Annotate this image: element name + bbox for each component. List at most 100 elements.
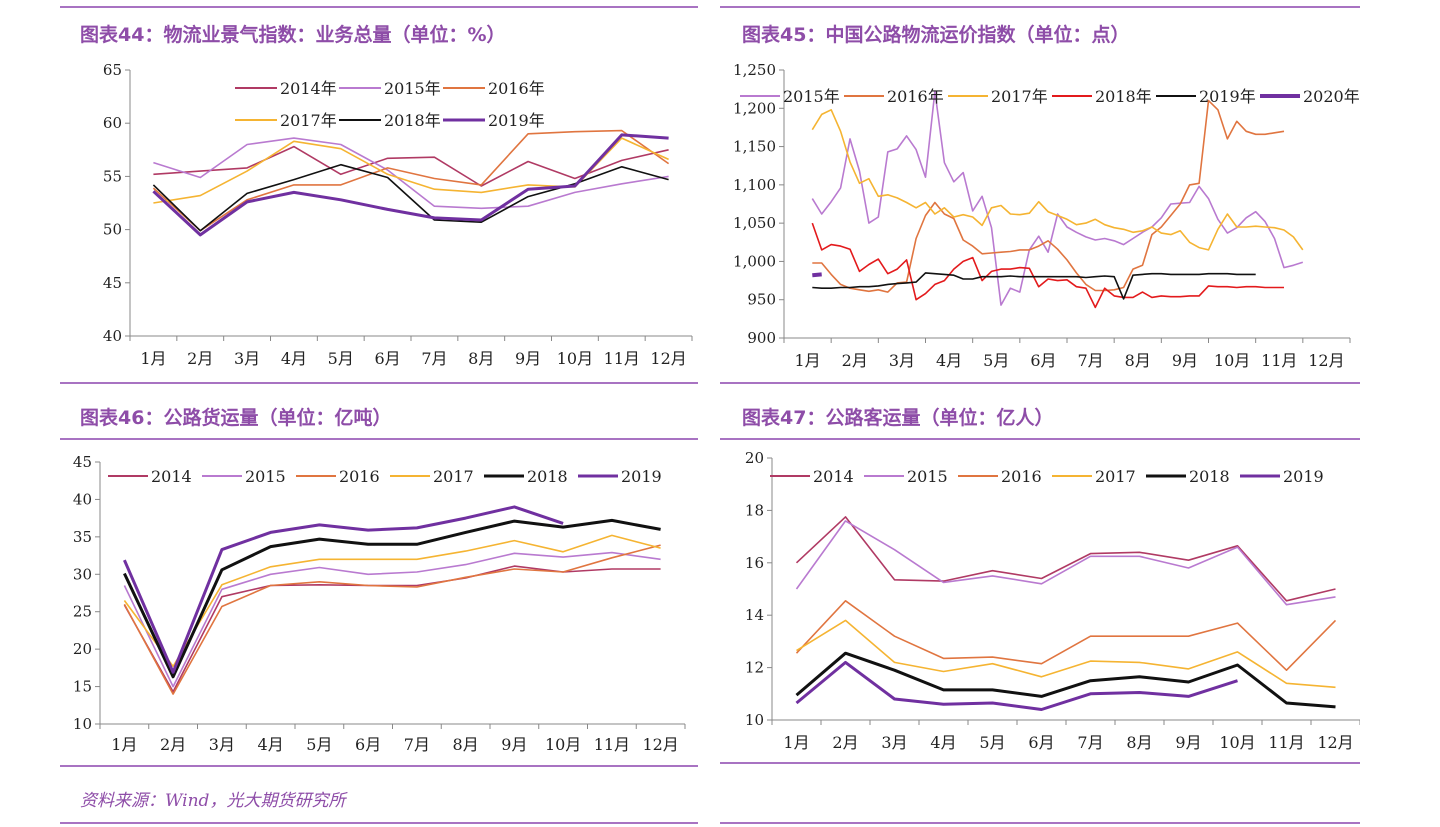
y-tick-label: 30 (73, 565, 92, 583)
x-tick-label: 11月 (604, 349, 640, 368)
x-tick-label: 10月 (557, 349, 593, 368)
y-tick-label: 16 (745, 554, 764, 572)
legend-label: 2017 (1095, 467, 1136, 486)
bottom-rule-44 (60, 382, 698, 384)
chart-logistics-index: 40 45 50 55 60 65 1月 2月 3月 4月 5月 6月 7月 8月 9月 10月 11月 12月 2… (103, 61, 693, 368)
x-tick-label: 5月 (983, 351, 1009, 370)
x-tick-label: 2月 (160, 735, 186, 754)
x-tick-label: 6月 (1028, 733, 1054, 752)
x-tick-label: 6月 (1030, 351, 1056, 370)
x-tick-label: 5月 (979, 733, 1005, 752)
y-tick-label: 900 (747, 329, 776, 347)
series-line-2017 (123, 534, 661, 668)
x-tick-label: 8月 (1126, 733, 1152, 752)
series-line-2018年 (152, 163, 669, 232)
x-tick-label: 4月 (936, 351, 962, 370)
x-tick-label: 9月 (1175, 733, 1201, 752)
series-line-2015年 (153, 137, 669, 210)
x-tick-label: 9月 (515, 349, 541, 368)
x-tick-label: 1月 (140, 349, 166, 368)
y-tick-label: 1,250 (733, 61, 776, 79)
x-tick-label: 2月 (187, 349, 213, 368)
legend-label: 2017年 (280, 111, 337, 130)
y-tick-label: 65 (103, 61, 122, 79)
series-line-2018 (123, 518, 661, 679)
legend-label: 2019 (1283, 467, 1324, 486)
series-line-2017年 (811, 108, 1304, 251)
x-tick-label: 9月 (501, 735, 527, 754)
x-tick-label: 3月 (881, 733, 907, 752)
legend-label: 2016年 (887, 87, 944, 106)
legend-label: 2015 (245, 467, 286, 486)
x-tick-label: 4月 (281, 349, 307, 368)
x-tick-label: 10月 (1214, 351, 1250, 370)
title-rule-47 (720, 438, 1360, 440)
legend-label: 2016 (1001, 467, 1042, 486)
x-tick-label: 4月 (258, 735, 284, 754)
x-tick-label: 11月 (1268, 733, 1304, 752)
y-tick-label: 1,000 (733, 252, 776, 270)
chart-freight-price-index: 900 950 1,000 1,050 1,100 1,150 1,200 1,250 1月 2月… (733, 61, 1360, 370)
x-tick-label: 12月 (642, 735, 678, 754)
legend-label: 2014 (151, 467, 192, 486)
series-line-2018年 (811, 222, 1284, 309)
legend-label: 2015 (907, 467, 948, 486)
x-tick-label: 7月 (404, 735, 430, 754)
y-tick-label: 20 (73, 640, 92, 658)
series-line-2015 (123, 551, 661, 688)
series-line-2014 (795, 516, 1336, 602)
series-line-2019 (123, 505, 564, 674)
chart-road-freight-volume: 10 15 20 25 30 35 40 45 1月 2月 3月 4月 5月 6月 7月 8月 9月 10月 11月… (73, 453, 686, 754)
series-line-2018 (795, 651, 1336, 709)
y-tick-label: 1,150 (733, 138, 776, 156)
legend-label: 2018 (527, 467, 568, 486)
series-line-2014 (123, 565, 661, 693)
y-tick-label: 1,050 (733, 214, 776, 232)
series-line-2020年 (812, 272, 822, 278)
y-tick-label: 12 (745, 659, 764, 677)
bottom-rule-47 (720, 762, 1360, 764)
bottom-rule-46 (60, 765, 698, 767)
x-tick-label: 7月 (1077, 733, 1103, 752)
x-tick-label: 5月 (328, 349, 354, 368)
x-tick-label: 1月 (111, 735, 137, 754)
source-note: 资料来源：Wind，光大期货研究所 (80, 791, 346, 811)
x-tick-label: 7月 (421, 349, 447, 368)
legend-label: 2015年 (384, 79, 441, 98)
top-rule-left (60, 6, 698, 8)
chart-title-46: 图表46：公路货运量（单位：亿吨） (80, 407, 392, 429)
legend-label: 2014年 (280, 79, 337, 98)
x-tick-label: 11月 (1261, 351, 1297, 370)
x-tick-label: 6月 (374, 349, 400, 368)
x-tick-label: 2月 (832, 733, 858, 752)
series-line-2016年 (812, 99, 1285, 293)
series-line-2016 (795, 600, 1337, 671)
series-line-2019年 (152, 133, 669, 237)
x-tick-label: 12月 (1308, 351, 1344, 370)
y-tick-label: 14 (745, 606, 764, 624)
legend-label: 2019年 (1199, 87, 1256, 106)
chart-road-passenger-volume: 10 12 14 16 18 20 1月 2月 3月 4月 5月 6月 7月 8月 9月 10月 11月 12月 2… (745, 449, 1360, 752)
y-tick-label: 10 (73, 715, 92, 733)
y-tick-label: 40 (103, 327, 122, 345)
x-tick-label: 5月 (306, 735, 332, 754)
x-tick-label: 12月 (1317, 733, 1353, 752)
legend-label: 2019 (621, 467, 662, 486)
legend-label: 2015年 (783, 87, 840, 106)
y-tick-label: 10 (745, 711, 764, 729)
legend-label: 2016 (339, 467, 380, 486)
x-tick-label: 1月 (783, 733, 809, 752)
series-line-2019年 (812, 272, 1256, 300)
top-rule-right (720, 6, 1360, 8)
chart-title-47: 图表47：公路客运量（单位：亿人） (742, 407, 1054, 429)
y-tick-label: 950 (747, 291, 776, 309)
x-tick-label: 7月 (1077, 351, 1103, 370)
x-tick-label: 1月 (794, 351, 820, 370)
x-tick-label: 6月 (355, 735, 381, 754)
series-line-2016年 (152, 129, 670, 232)
x-tick-label: 10月 (1219, 733, 1255, 752)
y-tick-label: 45 (73, 453, 92, 471)
y-tick-label: 50 (103, 221, 122, 239)
legend-label: 2020年 (1303, 87, 1360, 106)
y-tick-label: 1,100 (733, 176, 776, 194)
